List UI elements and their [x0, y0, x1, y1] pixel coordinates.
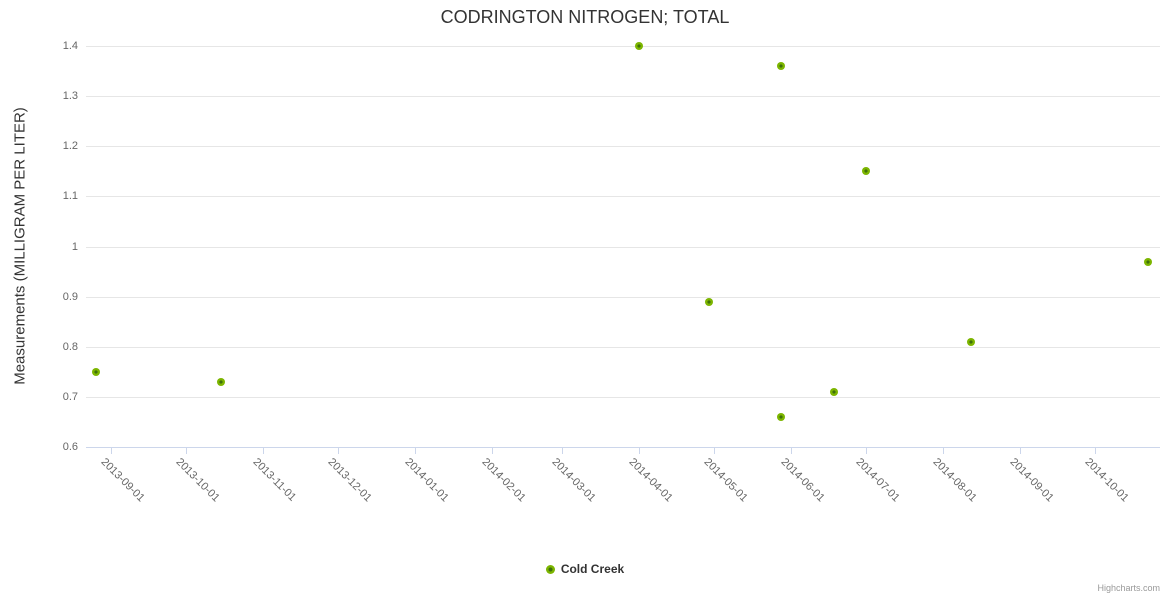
- x-axis-tick-label: 2014-06-01: [778, 456, 827, 505]
- x-axis-tick-label: 2014-04-01: [626, 456, 675, 505]
- y-axis-tick-label: 1.3: [62, 90, 78, 103]
- x-axis-tick-label: 2013-11-01: [250, 456, 299, 504]
- x-axis-tick: [791, 448, 793, 454]
- x-axis-tick-label: 2013-09-01: [98, 456, 147, 505]
- x-axis-tick: [185, 448, 187, 454]
- x-axis-tick: [337, 448, 339, 454]
- legend-item-cold-creek[interactable]: Cold Creek: [0, 562, 1170, 576]
- x-axis-tick-label: 2014-10-01: [1082, 456, 1131, 505]
- x-axis-tick-label: 2014-01-01: [402, 456, 451, 505]
- data-point[interactable]: [216, 377, 225, 386]
- x-axis-tick-label: 2014-07-01: [853, 456, 902, 505]
- x-axis-tick-label: 2014-09-01: [1007, 456, 1057, 505]
- legend-marker-icon: [545, 564, 555, 574]
- x-axis-tick: [414, 448, 416, 454]
- chart-title: CODRINGTON NITROGEN; TOTAL: [440, 7, 730, 27]
- x-axis-tick-label: 2013-10-01: [173, 456, 222, 505]
- y-axis-tick-label: 1.2: [62, 140, 78, 153]
- y-gridline: [86, 146, 1160, 148]
- y-gridline: [86, 296, 1160, 298]
- y-axis-tick-label: 1: [71, 240, 78, 253]
- x-axis-tick: [713, 448, 715, 454]
- x-axis-tick-label: 2013-12-01: [325, 456, 374, 505]
- y-gridline: [86, 196, 1160, 198]
- x-axis-tick: [1020, 448, 1022, 454]
- x-axis-tick-label: 2014-03-01: [549, 456, 598, 505]
- x-axis-tick-label: 2014-08-01: [930, 456, 979, 505]
- highcharts-credit-link[interactable]: Highcharts.com: [1097, 583, 1160, 593]
- plot-area: [86, 42, 1160, 448]
- y-gridline: [86, 346, 1160, 348]
- data-point[interactable]: [777, 62, 786, 71]
- x-axis-tick: [943, 448, 945, 454]
- y-axis-tick-label: 0.9: [62, 290, 78, 303]
- legend-label: Cold Creek: [560, 562, 625, 576]
- y-axis-tick-label: 1.4: [62, 40, 78, 52]
- x-axis-tick: [262, 448, 264, 454]
- y-gridline: [86, 396, 1160, 398]
- y-gridline: [86, 246, 1160, 248]
- y-axis-tick-label: 0.6: [62, 441, 78, 453]
- x-axis-tick: [1095, 448, 1097, 454]
- data-point[interactable]: [1143, 257, 1152, 266]
- x-axis-tick: [492, 448, 494, 454]
- x-axis-tick: [561, 448, 563, 454]
- x-axis-tick: [639, 448, 641, 454]
- x-axis-tick: [110, 448, 112, 454]
- x-axis-tick-label: 2014-02-01: [479, 456, 528, 505]
- data-point[interactable]: [91, 367, 100, 376]
- data-point[interactable]: [829, 387, 838, 396]
- data-point[interactable]: [635, 42, 644, 50]
- x-axis-tick: [865, 448, 867, 454]
- y-axis-tick-label: 0.8: [62, 340, 78, 353]
- x-axis-tick-label: 2014-05-01: [701, 456, 750, 505]
- y-gridline: [86, 46, 1160, 47]
- data-point[interactable]: [861, 167, 870, 176]
- y-axis-tick-label: 1.1: [62, 190, 78, 203]
- y-axis-tick-label: 0.7: [62, 390, 78, 403]
- y-gridline: [86, 96, 1160, 98]
- data-point[interactable]: [704, 297, 713, 306]
- data-point[interactable]: [966, 337, 975, 346]
- data-point[interactable]: [777, 412, 786, 421]
